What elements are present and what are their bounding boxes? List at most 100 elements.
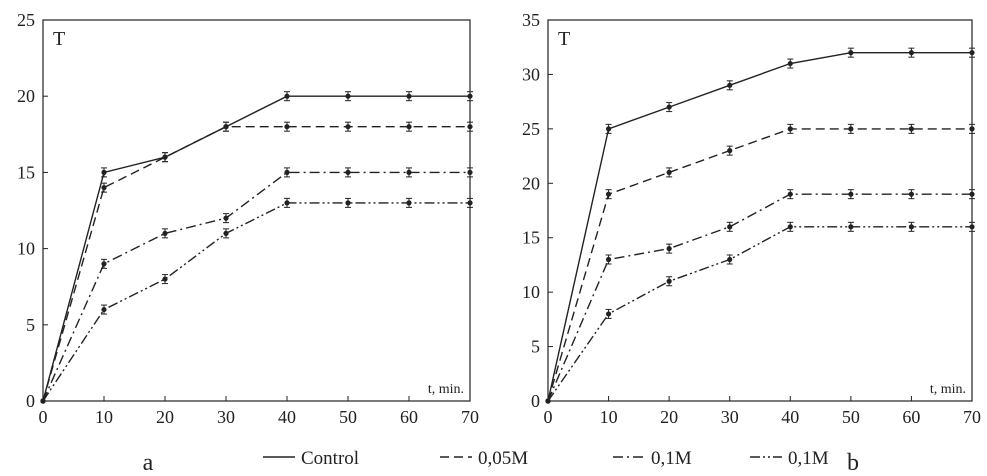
data-point: [787, 224, 793, 230]
data-point: [969, 224, 975, 230]
plot-frame: [547, 19, 973, 402]
data-point: [908, 191, 915, 197]
data-point: [467, 93, 473, 99]
x-tick-label: 70: [461, 407, 479, 427]
data-point: [101, 185, 107, 191]
data-point: [727, 148, 733, 154]
data-point: [605, 126, 612, 132]
data-point: [467, 200, 473, 206]
data-point: [101, 169, 107, 175]
data-point: [605, 191, 612, 197]
data-point: [162, 276, 168, 282]
data-point: [908, 50, 915, 56]
data-point: [406, 124, 412, 130]
x-tick-label: 60: [902, 407, 920, 427]
series-4: [40, 197, 473, 404]
data-point: [787, 126, 793, 132]
y-tick-label: 15: [522, 228, 540, 248]
data-point: [101, 261, 107, 267]
y-tick-label: 25: [522, 119, 540, 139]
x-tick-label: 50: [339, 407, 357, 427]
data-point: [787, 191, 793, 197]
y-tick-label: 20: [522, 173, 540, 193]
x-tick-label: 60: [400, 407, 418, 427]
data-point: [284, 169, 290, 175]
y-tick-label: 0: [26, 391, 35, 411]
x-axis-label: t, min.: [428, 382, 464, 397]
y-tick-label: 10: [17, 239, 35, 259]
series-4: [545, 221, 975, 404]
x-axis-label: t, min.: [930, 382, 966, 397]
data-point: [223, 230, 229, 236]
data-point: [969, 50, 975, 56]
plot-frame: [42, 19, 471, 402]
legend-item-3: 0,1M: [613, 448, 692, 469]
panel-a: 0 10 20 30 40 50 60 70 0 5 10 15 20 25 Tt, min. a: [17, 10, 479, 476]
legend-item-4: 0,1M: [750, 448, 829, 469]
series-line: [42, 95, 470, 402]
data-point: [40, 398, 46, 404]
legend-item-1: Control: [263, 448, 359, 469]
series-2: [40, 121, 473, 404]
data-point: [787, 60, 793, 67]
x-tick-label: 10: [600, 407, 618, 427]
legend-label: 0,1M: [651, 448, 692, 469]
x-tick-label: 10: [95, 407, 113, 427]
x-tick-label: 40: [278, 407, 296, 427]
data-point: [467, 169, 473, 175]
x-tick-label: 20: [156, 407, 174, 427]
legend-item-2: 0,05M: [440, 448, 528, 469]
x-tick-label: 70: [963, 407, 981, 427]
data-point: [908, 224, 915, 230]
data-point: [727, 82, 733, 88]
y-tick-label: 25: [17, 10, 35, 30]
data-point: [666, 169, 672, 175]
data-point: [284, 93, 290, 99]
data-point: [345, 124, 351, 130]
series-line: [42, 171, 470, 402]
data-point: [605, 256, 612, 263]
data-point: [848, 126, 854, 132]
data-point: [727, 224, 733, 230]
x-tick-label: 50: [842, 407, 860, 427]
data-point: [284, 200, 290, 206]
data-point: [406, 93, 412, 99]
data-point: [345, 169, 351, 175]
series-line: [547, 128, 972, 402]
series-3: [545, 189, 975, 404]
data-point: [848, 191, 854, 197]
data-point: [666, 246, 672, 252]
y-tick-label: 10: [522, 282, 540, 302]
series-line: [42, 202, 470, 402]
x-tick-label: 0: [39, 407, 48, 427]
x-tick-label: 0: [544, 407, 553, 427]
panel-label: b: [847, 450, 859, 476]
y-tick-label: 30: [522, 64, 540, 84]
data-point: [223, 124, 229, 130]
data-point: [162, 230, 168, 236]
x-tick-label: 30: [217, 407, 235, 427]
series-line: [42, 125, 470, 402]
data-point: [223, 215, 229, 221]
data-point: [848, 224, 854, 230]
data-point: [545, 398, 551, 404]
y-tick-label: 0: [531, 391, 540, 411]
series-line: [547, 226, 972, 402]
data-point: [406, 200, 412, 206]
y-tick-label: 35: [522, 10, 540, 30]
legend-label: 0,1M: [788, 448, 829, 469]
panel-b: 0 10 20 30 40 50 60 70 0 5 10 15 20 25 30 35 Tt, min. b: [522, 10, 981, 476]
data-point: [284, 124, 290, 130]
y-axis-label: T: [558, 28, 570, 50]
data-point: [605, 311, 612, 317]
legend-label: Control: [301, 448, 359, 469]
data-point: [969, 126, 975, 132]
data-point: [727, 256, 733, 263]
data-point: [406, 169, 412, 175]
y-tick-label: 15: [17, 162, 35, 182]
data-point: [101, 306, 107, 313]
data-point: [848, 50, 854, 56]
y-axis-label: T: [53, 28, 65, 50]
data-point: [666, 278, 672, 284]
data-point: [162, 154, 168, 160]
